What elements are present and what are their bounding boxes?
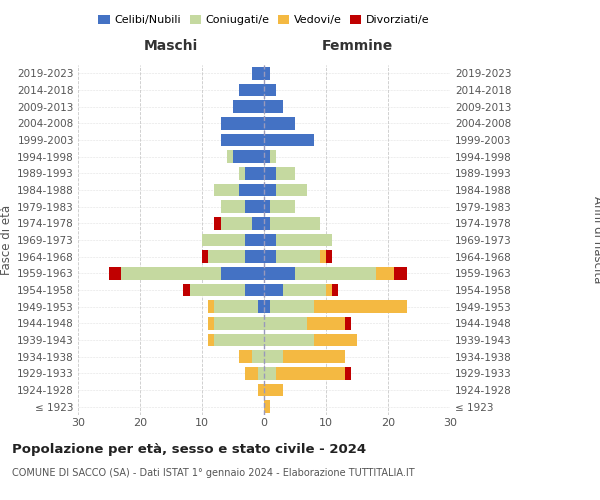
Bar — [264, 150, 270, 163]
Bar — [258, 367, 264, 380]
Bar — [277, 234, 332, 246]
Bar — [251, 217, 264, 230]
Bar — [251, 350, 264, 363]
Bar — [214, 334, 264, 346]
Bar — [251, 67, 264, 80]
Bar — [214, 300, 258, 313]
Bar — [245, 200, 264, 213]
Bar — [264, 284, 283, 296]
Bar — [258, 300, 264, 313]
Bar — [264, 117, 295, 130]
Bar — [270, 150, 277, 163]
Bar — [245, 367, 258, 380]
Bar — [245, 167, 264, 179]
Bar — [264, 200, 270, 213]
Bar — [245, 284, 264, 296]
Bar — [264, 250, 277, 263]
Bar — [233, 150, 264, 163]
Bar — [314, 334, 357, 346]
Y-axis label: Fasce di età: Fasce di età — [0, 205, 13, 275]
Bar — [264, 317, 307, 330]
Bar — [208, 317, 214, 330]
Bar — [239, 184, 264, 196]
Bar — [214, 217, 221, 230]
Bar — [376, 267, 394, 280]
Bar — [264, 167, 277, 179]
Bar — [264, 84, 277, 96]
Bar — [227, 150, 233, 163]
Bar — [221, 117, 264, 130]
Bar — [214, 184, 239, 196]
Bar — [221, 217, 251, 230]
Bar — [214, 317, 264, 330]
Bar — [184, 284, 190, 296]
Bar — [208, 300, 214, 313]
Text: Maschi: Maschi — [144, 40, 198, 54]
Bar — [221, 200, 245, 213]
Bar — [344, 317, 351, 330]
Bar — [202, 234, 245, 246]
Bar — [264, 350, 283, 363]
Bar — [202, 250, 208, 263]
Bar — [270, 217, 320, 230]
Bar — [264, 184, 277, 196]
Bar — [264, 134, 314, 146]
Bar — [264, 267, 295, 280]
Bar — [307, 317, 344, 330]
Bar — [344, 367, 351, 380]
Bar — [314, 300, 407, 313]
Bar — [190, 284, 245, 296]
Bar — [264, 100, 283, 113]
Bar — [264, 300, 270, 313]
Bar — [245, 250, 264, 263]
Bar — [320, 250, 326, 263]
Bar — [264, 217, 270, 230]
Bar — [245, 234, 264, 246]
Legend: Celibi/Nubili, Coniugati/e, Vedovi/e, Divorziati/e: Celibi/Nubili, Coniugati/e, Vedovi/e, Di… — [94, 10, 434, 30]
Bar — [109, 267, 121, 280]
Bar — [270, 300, 314, 313]
Bar — [208, 334, 214, 346]
Bar — [264, 400, 270, 413]
Bar — [326, 284, 332, 296]
Bar — [326, 250, 332, 263]
Bar — [264, 234, 277, 246]
Text: Anni di nascita: Anni di nascita — [590, 196, 600, 284]
Bar — [277, 167, 295, 179]
Bar — [239, 350, 251, 363]
Bar — [239, 84, 264, 96]
Text: COMUNE DI SACCO (SA) - Dati ISTAT 1° gennaio 2024 - Elaborazione TUTTITALIA.IT: COMUNE DI SACCO (SA) - Dati ISTAT 1° gen… — [12, 468, 415, 477]
Bar — [283, 350, 344, 363]
Bar — [270, 200, 295, 213]
Bar — [121, 267, 221, 280]
Bar — [258, 384, 264, 396]
Bar — [295, 267, 376, 280]
Bar — [264, 367, 277, 380]
Bar — [233, 100, 264, 113]
Text: Femmine: Femmine — [322, 40, 392, 54]
Bar — [221, 267, 264, 280]
Bar — [332, 284, 338, 296]
Bar — [239, 167, 245, 179]
Bar — [264, 334, 314, 346]
Bar — [277, 367, 344, 380]
Bar — [277, 250, 320, 263]
Bar — [277, 184, 307, 196]
Text: Popolazione per età, sesso e stato civile - 2024: Popolazione per età, sesso e stato civil… — [12, 442, 366, 456]
Bar — [264, 67, 270, 80]
Bar — [283, 284, 326, 296]
Bar — [264, 384, 283, 396]
Bar — [221, 134, 264, 146]
Bar — [394, 267, 407, 280]
Bar — [208, 250, 245, 263]
